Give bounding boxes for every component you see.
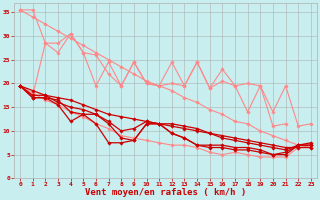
X-axis label: Vent moyen/en rafales ( km/h ): Vent moyen/en rafales ( km/h ) [85,188,246,197]
